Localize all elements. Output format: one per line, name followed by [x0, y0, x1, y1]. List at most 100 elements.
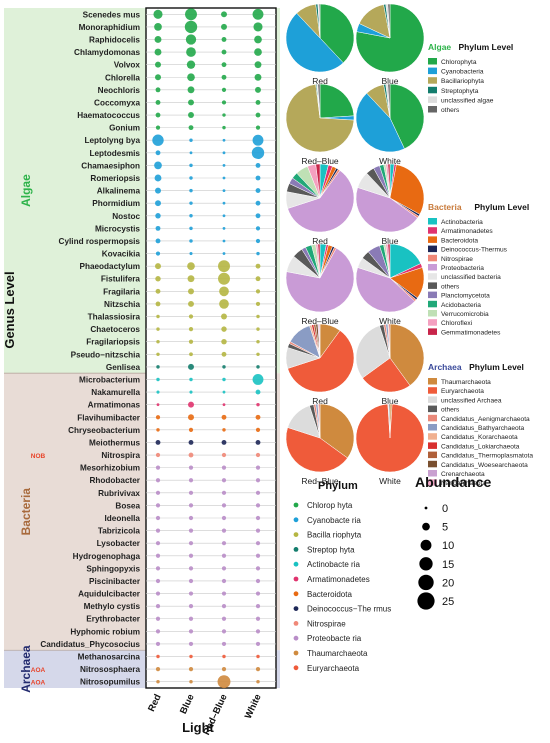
phylum-legend-dot: [293, 547, 299, 552]
bubble-point: [188, 667, 194, 672]
pie-legend-label: Candidatus_Thermoplasmatota: [441, 453, 533, 460]
pie-legend-label: Deinococcus-Thermus: [441, 247, 508, 254]
pie-legend-swatch: [428, 254, 437, 262]
pie-slice: [387, 163, 391, 199]
bubble-point: [255, 200, 261, 206]
bubble-point: [155, 150, 161, 156]
group-band-bacteria: [4, 373, 146, 651]
pie-slice: [319, 3, 355, 64]
phylum-legend-dot: [293, 591, 299, 597]
genus-label: Fragilaria: [103, 287, 140, 296]
bubble-point: [256, 365, 260, 369]
bubble-point: [153, 9, 163, 19]
bubble-point: [188, 629, 194, 634]
pie-legend-swatch: [428, 282, 437, 289]
genus-label: Phormidium: [92, 199, 140, 208]
genus-label: Flavihumibacter: [77, 413, 141, 422]
phylum-legend-label: Euryarchaeota: [307, 664, 360, 673]
pie-legend-swatch: [428, 245, 437, 253]
bubble-point: [221, 87, 227, 92]
bubble-point: [255, 591, 261, 596]
bubble-point: [155, 478, 161, 483]
bubble-point: [189, 151, 193, 155]
genus-label: Romeriopsis: [90, 174, 140, 183]
bubble-point: [221, 566, 227, 571]
bubble-point: [188, 503, 194, 508]
pie-legend-label: unclassified bacteria: [441, 274, 501, 281]
pie-legend-swatch: [428, 96, 437, 103]
pie-slice: [319, 403, 355, 459]
phylum-legend-dot: [293, 576, 299, 582]
bubble-point: [155, 503, 161, 508]
bubble-point: [155, 288, 161, 294]
pie-legend-label: Chlorophyta: [441, 59, 477, 66]
phylum-legend-label: Nitrospirae: [307, 619, 346, 628]
genus-label: Thalassiosira: [88, 313, 141, 322]
bubble-point: [256, 314, 260, 319]
bubble-point: [154, 23, 162, 31]
bubble-point: [222, 189, 226, 192]
bubble-point: [188, 401, 194, 408]
function-tag: NOB: [31, 453, 46, 460]
bubble-point: [155, 465, 161, 470]
size-legend-value: 15: [442, 559, 454, 571]
pie-legend-label: Acidobacteria: [441, 302, 481, 309]
bubble-point: [221, 351, 227, 357]
bubble-point: [155, 187, 161, 194]
phylum-legend-label: Cyanobacte ria: [307, 516, 361, 525]
bubble-point: [155, 125, 161, 130]
pie-slice: [355, 403, 425, 473]
bubble-point: [221, 553, 227, 558]
group-band-edge: [276, 650, 280, 688]
genus-label: Leptodesmis: [89, 149, 140, 158]
pie-slice: [287, 330, 355, 393]
bubble-point: [221, 62, 227, 68]
bubble-point: [155, 200, 161, 207]
phylum-legend-label: Proteobacte ria: [307, 634, 362, 643]
bubble-point: [152, 134, 164, 146]
size-legend-dot: [420, 539, 432, 551]
bubble-point: [156, 654, 160, 659]
group-band-edge: [276, 373, 280, 651]
bubble-point: [155, 213, 161, 219]
pie-legend-label: Candidatus_Bathyarchaeota: [441, 425, 525, 432]
bubble-point: [221, 515, 227, 521]
pie-legend-label: Streptophyta: [441, 88, 479, 95]
genus-label: Alkalinema: [97, 187, 141, 196]
group-band-edge: [276, 8, 280, 374]
pie-slice: [318, 323, 321, 359]
pie-section-title-word: Algae: [428, 42, 451, 52]
bubble-point: [156, 314, 160, 319]
bubble-point: [188, 528, 194, 533]
bubble-point: [254, 35, 262, 44]
pie-label: Blue: [381, 396, 398, 406]
genus-label: Lysobacter: [97, 539, 141, 548]
bubble-point: [155, 604, 161, 609]
pie-legend-swatch: [428, 77, 437, 84]
bubble-point: [255, 503, 261, 508]
bubble-point: [255, 100, 261, 105]
bubble-point: [255, 226, 261, 231]
pie-legend-label: Candidatus_Korarchaeota: [441, 434, 518, 441]
bubble-point: [256, 339, 260, 344]
genus-label: Piscinibacter: [89, 577, 141, 586]
bubble-point: [222, 214, 226, 218]
pie-section-title-rest: Phylum Level: [459, 42, 514, 52]
bubble-point: [188, 125, 194, 131]
y-axis-title: Genus Level: [2, 271, 17, 348]
bubble-point: [256, 352, 260, 357]
bubble-point: [155, 263, 161, 270]
bubble-point: [189, 163, 193, 168]
phylum-legend-label: Deinococcus−The rmus: [307, 605, 391, 614]
bubble-point: [189, 377, 193, 382]
pie-legend-swatch: [428, 460, 437, 468]
phylum-legend-dot: [293, 502, 299, 508]
genus-label: Methylo cystis: [84, 602, 141, 611]
bubble-point: [189, 138, 193, 142]
genus-label: Chryseobacterium: [68, 426, 140, 435]
bubble-point: [255, 289, 261, 294]
phylum-legend-label: Thaumarchaeota: [307, 649, 368, 658]
phylum-legend-dot: [293, 665, 299, 671]
pie-slice: [389, 164, 425, 215]
phylum-legend-label: Actinobacte ria: [307, 560, 360, 569]
